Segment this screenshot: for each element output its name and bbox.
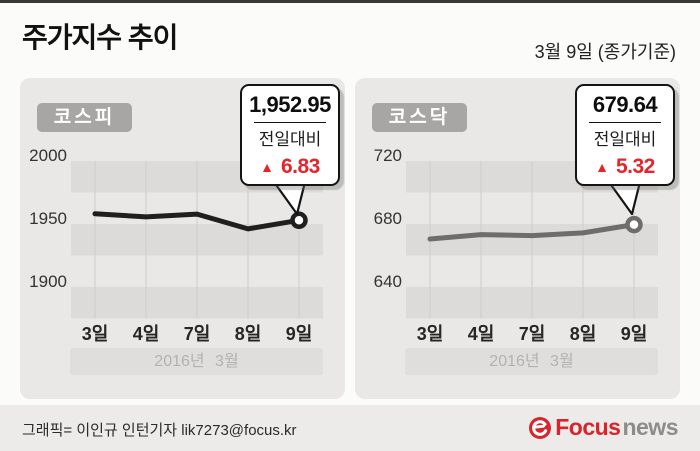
logo-text-news: news [622, 414, 678, 440]
kosdaq-callout: 679.64 전일대비 ▲ 5.32 [575, 84, 675, 186]
kospi-badge: 코스피 [37, 103, 132, 132]
y-tick-label: 680 [373, 208, 402, 228]
date-note: 3월 9일 (종가기준) [534, 42, 676, 62]
kospi-callout: 1,952.95 전일대비 ▲ 6.83 [240, 84, 340, 186]
y-tick-label: 720 [373, 145, 402, 165]
y-tick-label: 1950 [29, 208, 67, 228]
kosdaq-change-row: ▲ 5.32 [577, 152, 673, 184]
x-tick-label: 8일 [569, 324, 597, 344]
x-tick-label: 9일 [285, 324, 313, 344]
kosdaq-period-label: 2016년 3월 [405, 348, 658, 375]
up-triangle-icon: ▲ [595, 159, 609, 175]
x-tick-label: 3일 [416, 324, 444, 344]
x-tick-label: 8일 [234, 324, 262, 344]
kosdaq-close-value: 679.64 [592, 92, 658, 117]
kosdaq-badge: 코스닥 [372, 103, 467, 132]
y-tick-label: 640 [373, 271, 402, 291]
kospi-change-value: 6.83 [280, 155, 320, 178]
kospi-change-label: 전일대비 [258, 130, 322, 149]
footer: 그래픽= 이인규 인턴기자 lik7273@focus.kr Focus new… [0, 405, 700, 451]
x-tick-label: 9일 [620, 324, 648, 344]
kospi-panel: 코스피 2000 1950 1900 3일 4일 7일 8일 9일 2016년 3월 1,9… [20, 78, 345, 399]
kosdaq-callout-tail [607, 181, 642, 216]
up-triangle-icon: ▲ [260, 159, 274, 175]
top-rule [0, 0, 700, 3]
focus-logo-icon [529, 416, 552, 439]
y-tick-label: 1900 [29, 271, 67, 291]
x-tick-label: 4일 [467, 324, 495, 344]
kospi-close-value: 1,952.95 [249, 92, 331, 117]
kospi-change-row: ▲ 6.83 [242, 152, 338, 184]
x-tick-label: 7일 [518, 324, 546, 344]
kosdaq-panel: 코스닥 720 680 640 3일 4일 7일 8일 9일 2016년 3월 679.64… [355, 78, 680, 399]
kosdaq-change-value: 5.32 [615, 155, 655, 178]
kospi-callout-tail [272, 181, 307, 216]
page-title: 주가지수 추이 [22, 22, 178, 53]
callout-divider [589, 122, 661, 123]
credit-line: 그래픽= 이인규 인턴기자 lik7273@focus.kr [22, 422, 297, 439]
x-tick-label: 3일 [81, 324, 109, 344]
focus-news-logo: Focus news [528, 414, 678, 441]
y-tick-label: 2000 [29, 145, 67, 165]
x-tick-label: 4일 [132, 324, 160, 344]
x-tick-label: 7일 [183, 324, 211, 344]
logo-text-focus: Focus [555, 414, 621, 440]
kospi-period-label: 2016년 3월 [70, 348, 323, 375]
callout-divider [254, 122, 326, 123]
kosdaq-change-label: 전일대비 [593, 130, 657, 149]
